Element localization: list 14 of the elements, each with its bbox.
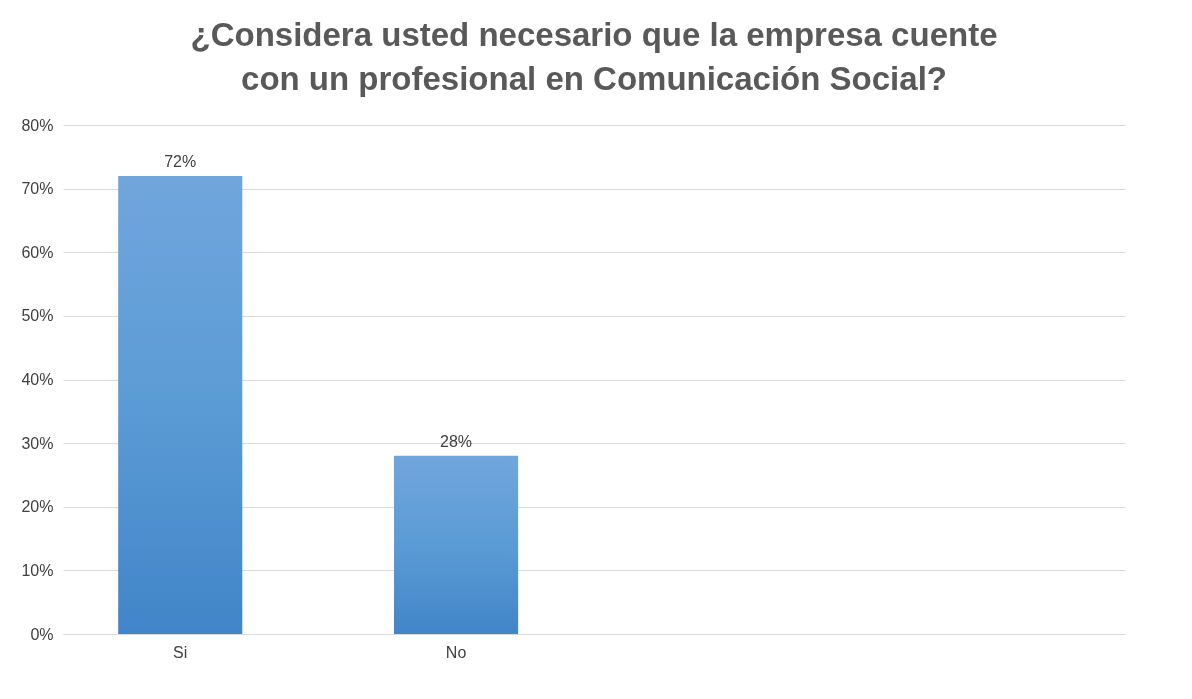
y-tick-label: 10% <box>21 561 54 579</box>
data-label: 28% <box>440 432 473 450</box>
x-tick-label: No <box>445 643 467 661</box>
y-tick-label: 40% <box>21 371 54 388</box>
y-tick-label: 20% <box>21 498 54 516</box>
y-tick-label: 70% <box>21 180 54 198</box>
data-label: 72% <box>164 152 197 170</box>
x-tick-label: Si <box>173 643 188 661</box>
y-tick-label: 30% <box>21 434 54 452</box>
y-tick-label: 60% <box>21 243 54 261</box>
y-tick-label: 0% <box>30 625 54 643</box>
y-tick-label: 50% <box>21 307 54 325</box>
chart-title: ¿Considera usted necesario que la empresa cuente con un profesional en Comunicación Social? <box>190 16 998 97</box>
y-tick-label: 80% <box>21 116 54 134</box>
